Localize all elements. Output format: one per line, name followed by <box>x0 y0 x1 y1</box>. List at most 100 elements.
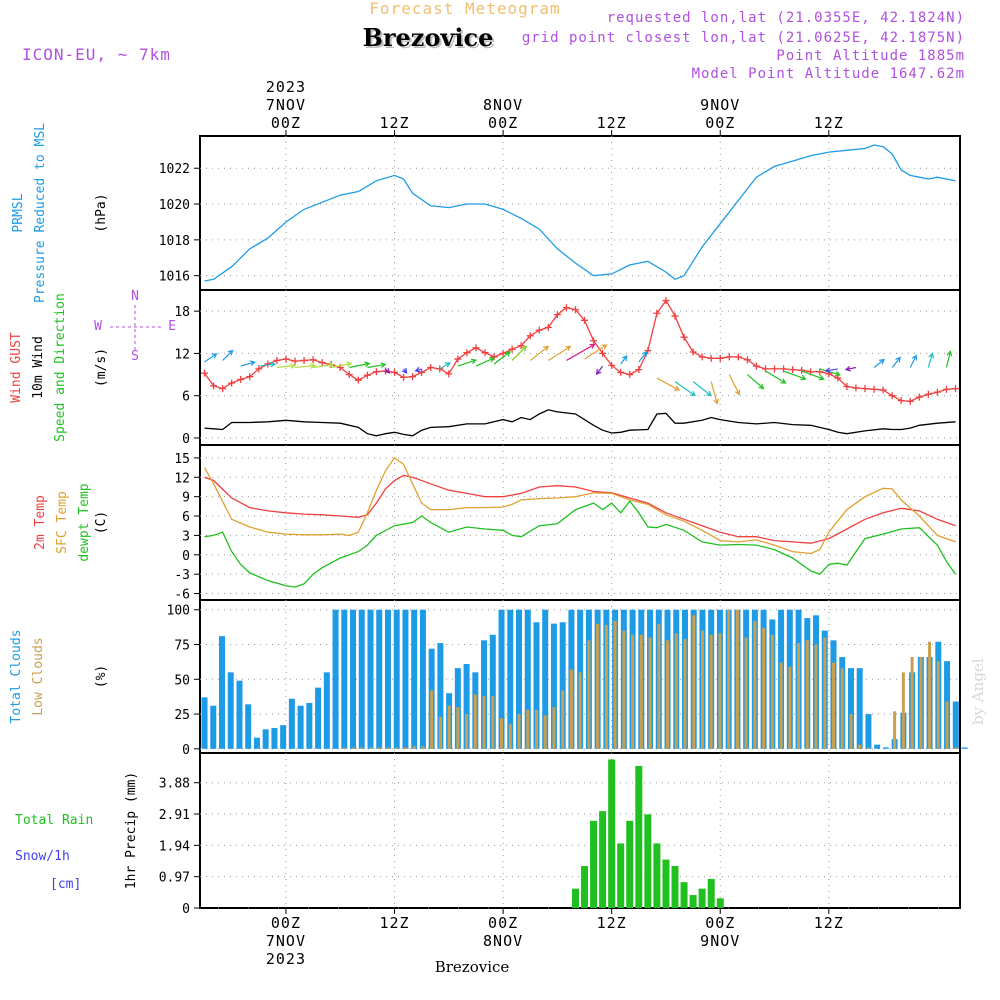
low-cloud-bar <box>412 746 416 749</box>
low-cloud-bar <box>910 657 914 749</box>
clouds-ytick-label: 25 <box>174 708 190 723</box>
total-cloud-bar <box>411 609 418 749</box>
pressure-unit: (hPa) <box>94 193 109 232</box>
gust-point <box>481 349 489 357</box>
wind-arrow <box>945 350 953 368</box>
low-cloud-bar <box>369 747 373 749</box>
point-altitude: Point Altitude 1885m <box>776 48 965 64</box>
rain-bar <box>626 820 634 908</box>
wind-arrow <box>276 363 297 369</box>
precip-ytick-label: 1.94 <box>159 839 190 854</box>
pressure-ytick-label: 1018 <box>159 234 190 249</box>
compass-south: S <box>131 349 139 364</box>
gust-point <box>698 353 706 361</box>
total-cloud-bar <box>323 672 330 749</box>
precip-legend-0: Total Rain <box>15 813 93 828</box>
rain-bar <box>707 878 715 908</box>
gust-point <box>201 369 209 377</box>
gust-point <box>581 316 589 324</box>
total-cloud-bar <box>384 609 391 749</box>
wind-arrow <box>548 345 572 361</box>
panels: 1016 1018 1020 1022 PRMSL Pressure Reduced to… <box>9 123 968 917</box>
wind-arrow <box>529 345 550 361</box>
precip-ytick-label: 0.97 <box>159 871 190 886</box>
top-label: 12Z <box>814 114 844 132</box>
low-cloud-bar <box>823 637 827 749</box>
bottom-label: 9NOV <box>700 932 740 950</box>
wind-arrow <box>367 362 387 369</box>
top-label: 00Z <box>271 114 301 132</box>
rain-bar <box>571 888 579 908</box>
low-cloud-bar <box>473 694 477 749</box>
low-cloud-bar <box>561 690 565 749</box>
low-cloud-bar <box>622 630 626 749</box>
credit-watermark: by Angel <box>969 658 987 725</box>
low-cloud-bar <box>666 640 670 749</box>
total-cloud-bar <box>210 705 217 749</box>
requested-location: requested lon,lat (21.0355E, 42.1824N) <box>607 10 965 26</box>
pressure-ytick-label: 1020 <box>159 198 190 213</box>
footer-station: Brezovice <box>435 958 510 976</box>
low-cloud-bar <box>342 747 346 749</box>
gust-point <box>608 361 616 369</box>
rain-bar <box>671 866 679 908</box>
low-cloud-bar <box>377 747 381 749</box>
wind-arrow <box>401 367 408 374</box>
bottom-label: 00Z <box>705 914 735 932</box>
low-cloud-bar <box>430 690 434 749</box>
wind-arrow <box>674 381 697 397</box>
total-cloud-bar <box>874 744 881 749</box>
low-cloud-bar <box>753 620 757 749</box>
wind-arrow <box>475 357 496 367</box>
temperature-label-1: SFC Temp <box>55 491 70 554</box>
gust-point <box>671 312 679 320</box>
clouds-unit: (%) <box>94 665 109 688</box>
bottom-label: 00Z <box>271 914 301 932</box>
low-cloud-bar <box>438 716 442 749</box>
wind-arrow <box>620 354 628 365</box>
low-cloud-bar <box>543 715 547 749</box>
total-cloud-bar <box>463 663 470 749</box>
total-cloud-bar <box>489 634 496 749</box>
gust-point <box>517 342 525 350</box>
pressure-series-0 <box>204 144 956 282</box>
bottom-label: 7NOV <box>266 932 306 950</box>
compass-east: E <box>168 319 176 334</box>
gust-point <box>526 332 534 340</box>
gust-point <box>680 333 688 341</box>
low-cloud-bar <box>936 661 940 749</box>
gust-point <box>309 356 317 364</box>
gust-point <box>562 304 570 312</box>
pressure-label-1: Pressure Reduced to MSL <box>33 123 48 303</box>
total-cloud-bar <box>419 609 426 749</box>
low-cloud-bar <box>386 747 390 749</box>
wind-arrow <box>511 345 528 361</box>
wind-arrow <box>927 352 935 368</box>
low-cloud-bar <box>534 709 538 749</box>
gust-point <box>264 360 272 368</box>
gust-point <box>472 344 480 352</box>
gust-point <box>454 355 462 363</box>
wind-arrow <box>331 361 353 369</box>
low-cloud-bar <box>692 615 696 749</box>
low-cloud-bar <box>858 744 862 749</box>
top-label: 7NOV <box>266 96 306 114</box>
temperature-series-0 <box>204 474 956 544</box>
low-cloud-bar <box>613 620 617 749</box>
low-cloud-bar <box>631 634 635 749</box>
low-cloud-bar <box>744 637 748 749</box>
low-cloud-bar <box>403 747 407 749</box>
rain-bar <box>653 843 661 908</box>
total-cloud-bar <box>533 622 540 749</box>
total-cloud-bar <box>376 609 383 749</box>
pressure-label-0: PRMSL <box>11 193 26 232</box>
gust-point <box>653 309 661 317</box>
low-cloud-bar <box>954 747 958 749</box>
gust-point <box>689 348 697 356</box>
gust-point <box>363 371 371 379</box>
low-cloud-bar <box>762 627 766 749</box>
low-cloud-bar <box>351 747 355 749</box>
gust-point <box>861 385 869 393</box>
rain-bar <box>581 866 589 908</box>
